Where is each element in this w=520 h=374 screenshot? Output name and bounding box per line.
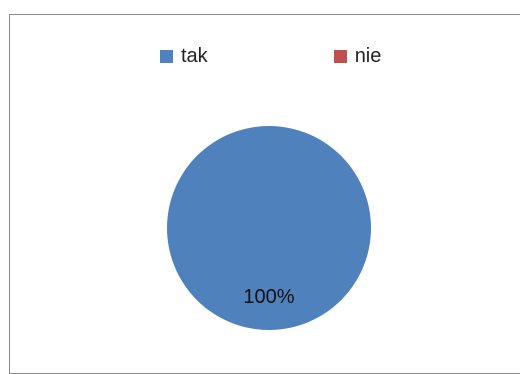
- legend-label-tak: tak: [181, 44, 208, 67]
- chart-legend: tak nie: [160, 44, 381, 68]
- pie-slice-tak: [167, 126, 371, 330]
- legend-swatch-tak: [160, 49, 173, 63]
- data-label-tak: 100%: [243, 286, 294, 308]
- legend-label-nie: nie: [354, 44, 382, 67]
- legend-swatch-nie: [333, 49, 347, 63]
- legend-item-tak: tak: [160, 45, 208, 68]
- legend-item-nie: nie: [333, 44, 382, 68]
